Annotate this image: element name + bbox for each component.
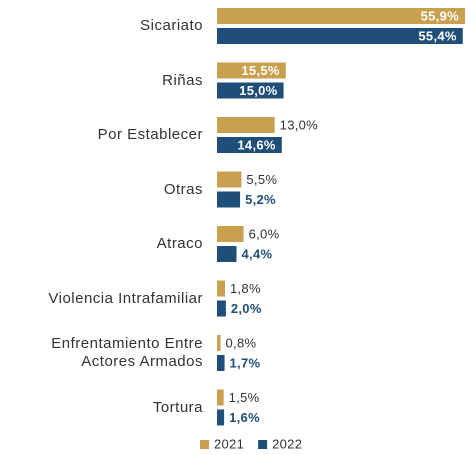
- value-label: 13,0%: [280, 117, 319, 132]
- bar: [217, 280, 225, 297]
- value-label: 1,5%: [229, 390, 260, 405]
- bar: [217, 191, 241, 208]
- legend-swatch: [258, 440, 268, 449]
- bar: [217, 117, 275, 133]
- bar: [217, 246, 237, 262]
- value-label: 5,2%: [245, 192, 276, 207]
- value-label: 6,0%: [249, 226, 280, 241]
- category-label: Tortura: [152, 398, 203, 416]
- value-label: 15,5%: [241, 63, 280, 78]
- value-label: 1,8%: [230, 281, 261, 296]
- value-label: 1,6%: [229, 410, 260, 425]
- value-label: 4,4%: [242, 246, 273, 261]
- value-label: 15,0%: [239, 83, 278, 98]
- category-label: Sicariato: [140, 17, 203, 34]
- bar: [217, 300, 226, 317]
- legend-label: 2021: [214, 436, 244, 451]
- bar: [217, 409, 225, 426]
- bar: [217, 355, 225, 371]
- bar: [217, 226, 244, 242]
- value-label: 1,7%: [230, 355, 261, 370]
- category-label: Por Establecer: [97, 126, 203, 143]
- value-label: 14,6%: [237, 137, 276, 152]
- legend-swatch: [200, 440, 209, 449]
- value-label: 55,4%: [418, 28, 457, 43]
- category-label: Riñas: [162, 71, 203, 89]
- bar: [217, 62, 286, 79]
- legend-label: 2022: [272, 436, 302, 451]
- value-label: 0,8%: [226, 335, 257, 350]
- value-label: 55,9%: [421, 8, 460, 23]
- bar: [217, 171, 242, 188]
- bar: [217, 335, 221, 351]
- category-label: Enfrentamiento Entre Actores Armados: [51, 335, 203, 370]
- bar: [217, 8, 465, 24]
- bar: [217, 137, 282, 153]
- bar: [217, 28, 463, 44]
- value-label: 2,0%: [231, 301, 262, 316]
- category-label: Violencia Intrafamiliar: [48, 289, 203, 307]
- bar: [217, 82, 284, 99]
- category-label: Otras: [163, 180, 203, 198]
- bar: [217, 389, 224, 406]
- category-label: Atraco: [156, 235, 203, 252]
- value-label: 5,5%: [246, 172, 277, 187]
